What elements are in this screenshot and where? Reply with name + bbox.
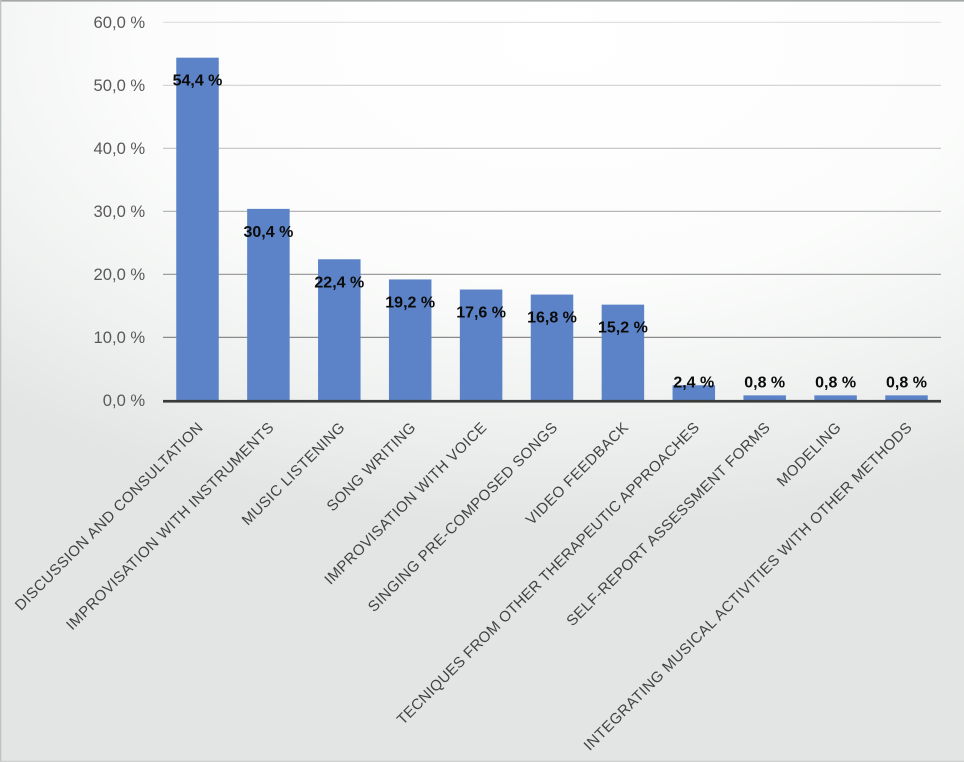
svg-text:20,0 %: 20,0 %: [94, 265, 146, 284]
svg-text:10,0 %: 10,0 %: [94, 328, 146, 347]
svg-text:0,8 %: 0,8 %: [886, 374, 927, 391]
svg-text:17,6 %: 17,6 %: [456, 305, 506, 322]
svg-text:0,8 %: 0,8 %: [815, 374, 856, 391]
svg-text:40,0 %: 40,0 %: [94, 139, 146, 158]
svg-text:2,4 %: 2,4 %: [673, 374, 714, 391]
svg-text:60,0 %: 60,0 %: [94, 13, 146, 32]
svg-text:54,4 %: 54,4 %: [173, 73, 223, 90]
svg-text:0,8 %: 0,8 %: [744, 374, 785, 391]
svg-text:0,0 %: 0,0 %: [103, 391, 146, 410]
svg-text:30,4 %: 30,4 %: [243, 224, 293, 241]
svg-text:22,4 %: 22,4 %: [314, 274, 364, 291]
svg-text:50,0 %: 50,0 %: [94, 76, 146, 95]
svg-text:30,0 %: 30,0 %: [94, 202, 146, 221]
svg-text:15,2 %: 15,2 %: [598, 320, 648, 337]
svg-text:16,8 %: 16,8 %: [527, 310, 577, 327]
svg-text:19,2 %: 19,2 %: [385, 294, 435, 311]
